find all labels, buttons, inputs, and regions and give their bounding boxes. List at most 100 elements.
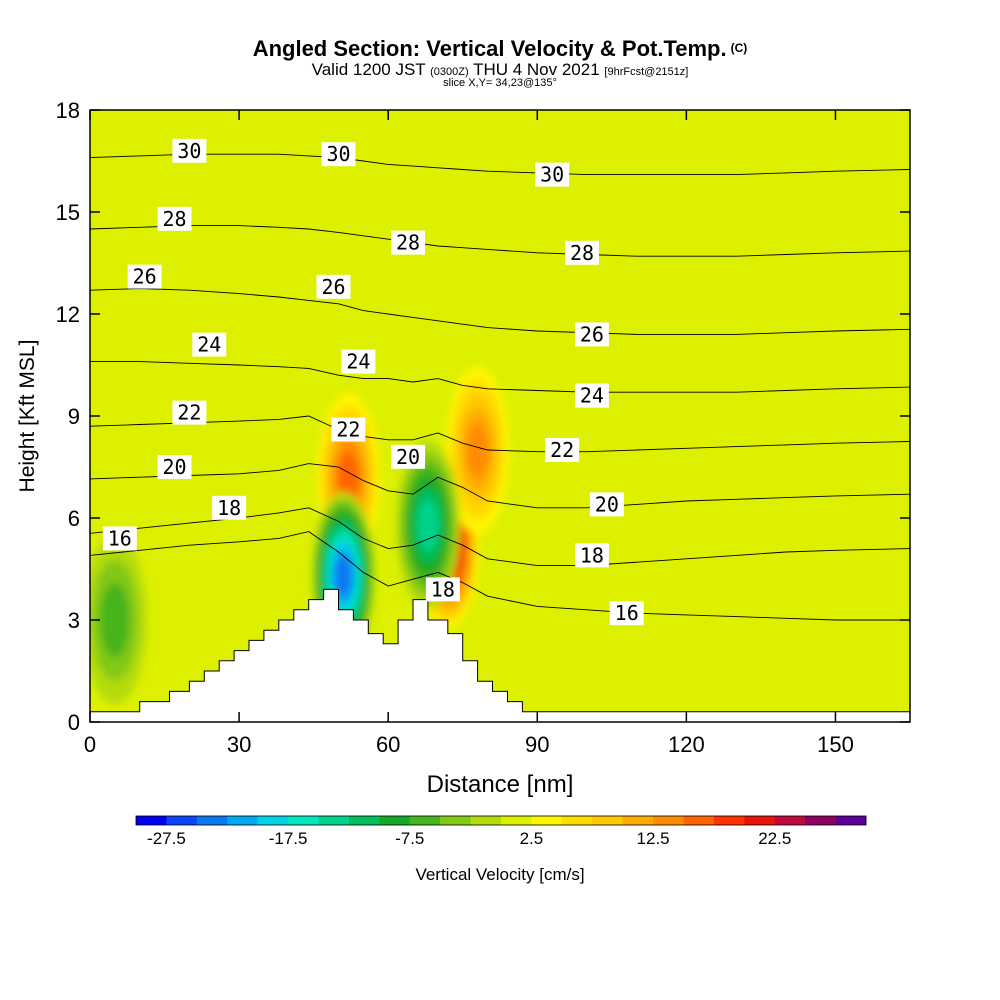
isentrope-label-bg (565, 240, 599, 265)
valid-date: THU 4 Nov 2021 (473, 60, 600, 79)
vv-downdraft (100, 582, 130, 658)
isentrope-24 (90, 361, 910, 393)
isentrope-label-bg (192, 332, 227, 357)
isentrope-label-bg (574, 543, 609, 568)
isentrope-label: 18 (212, 495, 247, 520)
y-tick-label: 18 (56, 98, 80, 123)
colorbar-swatch (440, 816, 471, 825)
colorbar-swatch (592, 816, 623, 825)
isentrope-label-bg (157, 206, 192, 231)
isentrope-label-text: 20 (396, 445, 420, 469)
isentrope-label-bg (535, 162, 570, 187)
x-tick-label: 150 (817, 732, 854, 757)
colorbar-swatch (136, 816, 167, 825)
isentrope-label-text: 20 (595, 492, 619, 516)
valid-utc: (0300Z) (430, 66, 469, 78)
colorbar-swatch (257, 816, 289, 825)
vv-updraft (338, 451, 359, 503)
y-tick-label: 15 (56, 200, 80, 225)
x-axis-label: Distance [nm] (427, 771, 574, 798)
isentrope-label-bg (391, 230, 426, 255)
isentrope-label: 24 (341, 349, 376, 374)
isentrope-label-text: 26 (580, 322, 604, 346)
isentrope-label: 24 (574, 383, 609, 408)
isentrope-label-bg (321, 142, 356, 167)
isentrope-label-bg (391, 444, 426, 469)
isentrope-label-bg (316, 274, 351, 299)
isentrope-label-text: 20 (162, 455, 186, 479)
isentrope-label-bg (331, 417, 366, 442)
isentrope-label-text: 28 (570, 241, 594, 265)
colorbar-swatch (288, 816, 319, 825)
isentrope-label-bg (574, 383, 609, 408)
colorbar-swatch (196, 816, 228, 825)
vv-downdraft (334, 554, 353, 597)
isentrope-label: 26 (127, 264, 162, 289)
isentrope-label-bg (157, 455, 192, 479)
x-tick-label: 120 (668, 732, 705, 757)
isentrope-label-text: 24 (197, 333, 221, 357)
colorbar-tick-label: 22.5 (758, 829, 791, 848)
chart-title: Angled Section: Vertical Velocity & Pot.… (0, 36, 1000, 62)
colorbar-swatch (409, 816, 441, 825)
isentrope-label: 28 (391, 230, 426, 255)
y-tick-label: 3 (68, 608, 80, 633)
isentrope-label: 16 (609, 601, 644, 626)
axes: 0 30 60 90 120 150 0 3 6 9 12 15 18 (56, 98, 910, 757)
isentrope-label-text: 30 (540, 163, 564, 187)
colorbar-frame (135, 815, 867, 826)
isentrope-label-text: 18 (217, 496, 241, 520)
colorbar-swatch (531, 816, 563, 825)
colorbar-swatch (379, 816, 411, 825)
isentrope-label-layer: 30 30 30 28 28 28 26 26 26 24 24 24 22 22 22 20 20 20 18 18… (102, 138, 644, 626)
colorbar-tick-label: -17.5 (269, 829, 308, 848)
terrain-layer (89, 588, 911, 723)
isentrope-label: 18 (425, 577, 460, 602)
isentrope-label: 20 (157, 455, 192, 479)
y-tick-label: 6 (68, 506, 80, 531)
x-tick-label: 90 (525, 732, 549, 757)
valid-run: [9hrFcst@2151z] (604, 66, 689, 78)
isentrope-28 (90, 225, 910, 257)
vv-downdraft (417, 499, 439, 551)
isentrope-label-text: 16 (108, 526, 132, 550)
y-tick-label: 0 (68, 710, 80, 735)
isentrope-label-text: 18 (431, 577, 455, 601)
isentrope-label-bg (425, 577, 460, 602)
field-features (90, 366, 510, 704)
valid-prefix: Valid 1200 JST (311, 60, 426, 79)
chart-title-mark: (C) (730, 41, 748, 55)
colorbar-label: Vertical Velocity [cm/s] (415, 865, 584, 884)
colorbar-tick-label: 12.5 (637, 829, 670, 848)
isentrope-label-text: 24 (346, 350, 370, 374)
colorbar-swatch (713, 816, 745, 825)
isentrope-label-text: 26 (133, 265, 157, 289)
colorbar-swatch (318, 816, 350, 825)
isentrope-label-bg (102, 526, 137, 551)
isentrope-label-text: 18 (580, 543, 604, 567)
isentrope-label-bg (127, 264, 162, 289)
isentrope-label-text: 24 (580, 384, 604, 408)
colorbar-swatch (501, 816, 532, 825)
isentrope-label-text: 16 (615, 601, 639, 625)
isentrope-label: 22 (545, 438, 580, 462)
isentrope-label-text: 30 (177, 139, 201, 163)
isentrope-label-text: 22 (550, 438, 574, 462)
colorbar-swatch (227, 816, 258, 825)
isentrope-30 (90, 153, 910, 176)
colorbar-swatch (774, 816, 806, 825)
isentrope-label: 22 (172, 400, 207, 425)
isentrope-label: 28 (565, 241, 599, 265)
isentrope-label: 30 (535, 162, 570, 187)
isentrope-label-text: 22 (177, 401, 201, 425)
colorbar-swatch (805, 816, 836, 825)
y-axis-label: Height [Kft MSL] (16, 340, 39, 493)
isentrope-label: 26 (316, 274, 351, 299)
isentrope-label-text: 26 (321, 275, 345, 299)
isentrope-label: 26 (574, 322, 609, 347)
slice-label: slice X,Y= 34,23@135° (443, 77, 557, 89)
isentrope-label: 16 (102, 526, 137, 551)
colorbar-tick-label: -7.5 (395, 829, 424, 848)
isentrope-label: 30 (321, 142, 356, 167)
